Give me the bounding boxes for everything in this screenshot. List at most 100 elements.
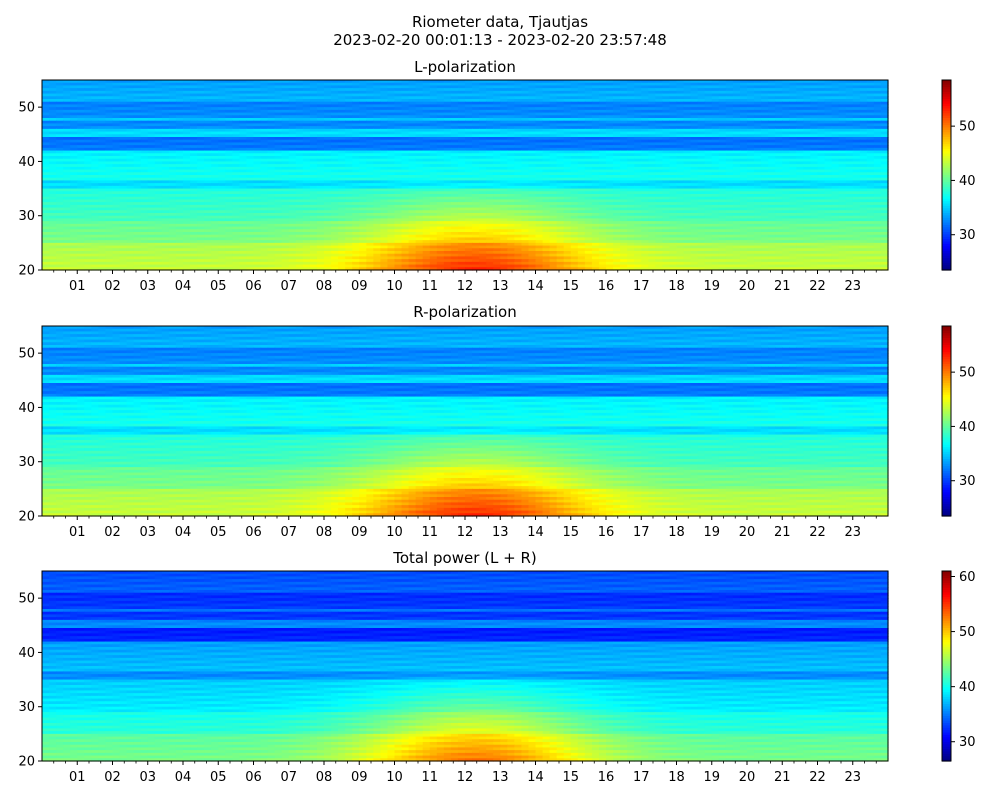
x-tick-label: 17 — [633, 525, 650, 540]
x-tick-label: 16 — [598, 279, 615, 294]
y-tick-label: 40 — [18, 155, 35, 170]
x-tick-label: 16 — [598, 770, 615, 785]
x-tick-label: 23 — [844, 279, 861, 294]
colorbar: 30 40 50 — [941, 79, 976, 271]
x-tick-label: 10 — [386, 279, 403, 294]
x-tick-label: 20 — [739, 279, 756, 294]
x-tick-label: 08 — [316, 770, 333, 785]
x-tick-label: 11 — [421, 770, 438, 785]
y-tick-label: 40 — [18, 401, 35, 416]
colorbar-tick-label: 60 — [959, 570, 976, 585]
x-tick-label: 14 — [527, 770, 544, 785]
x-tick-label: 02 — [104, 770, 121, 785]
x-tick-label: 13 — [492, 770, 509, 785]
figure-title: Riometer data, Tjautjas — [0, 13, 1000, 31]
x-tick-label: 01 — [69, 770, 86, 785]
y-tick-label: 30 — [18, 455, 35, 470]
x-tick-label: 12 — [457, 525, 474, 540]
x-tick-label: 07 — [280, 770, 297, 785]
panel-title: Total power (L + R) — [392, 549, 537, 567]
y-tick-label: 50 — [18, 101, 35, 116]
panel-1: L-polarization 20 30 40 50 01 02 03 04 05 06 07 08 09… — [18, 58, 975, 294]
x-tick-label: 20 — [739, 525, 756, 540]
x-tick-label: 21 — [774, 525, 791, 540]
x-tick-label: 22 — [809, 279, 826, 294]
x-tick-label: 21 — [774, 770, 791, 785]
colorbar-tick-label: 50 — [959, 120, 976, 135]
panel-title: R-polarization — [413, 303, 516, 321]
panel-title: L-polarization — [414, 58, 516, 76]
x-tick-label: 23 — [844, 770, 861, 785]
x-tick-label: 22 — [809, 770, 826, 785]
x-tick-label: 13 — [492, 525, 509, 540]
x-tick-label: 17 — [633, 770, 650, 785]
x-tick-label: 01 — [69, 279, 86, 294]
x-tick-label: 04 — [175, 525, 192, 540]
x-tick-label: 22 — [809, 525, 826, 540]
x-tick-label: 09 — [351, 770, 368, 785]
heatmap-image — [42, 80, 889, 271]
x-tick-label: 05 — [210, 525, 227, 540]
x-tick-label: 19 — [703, 525, 720, 540]
x-tick-label: 12 — [457, 279, 474, 294]
colorbar-tick-label: 40 — [959, 420, 976, 435]
x-tick-label: 17 — [633, 279, 650, 294]
x-tick-label: 15 — [562, 525, 579, 540]
panel-2: R-polarization 20 30 40 50 01 02 03 04 05 06 07 08 09… — [18, 303, 975, 540]
colorbar: 30 40 50 60 — [941, 570, 976, 762]
x-tick-label: 08 — [316, 279, 333, 294]
x-tick-label: 03 — [139, 279, 156, 294]
colorbar-tick-label: 50 — [959, 625, 976, 640]
x-tick-label: 02 — [104, 279, 121, 294]
x-tick-label: 03 — [139, 770, 156, 785]
heatmap-image — [42, 326, 889, 517]
x-tick-label: 19 — [703, 279, 720, 294]
x-tick-label: 18 — [668, 525, 685, 540]
colorbar-tick-label: 40 — [959, 680, 976, 695]
x-tick-label: 14 — [527, 279, 544, 294]
panel-3: Total power (L + R) 20 30 40 50 01 02 03 04 05 06 0… — [18, 549, 975, 785]
x-tick-label: 15 — [562, 279, 579, 294]
x-tick-label: 06 — [245, 279, 262, 294]
x-tick-label: 01 — [69, 525, 86, 540]
y-tick-label: 40 — [18, 646, 35, 661]
x-tick-label: 04 — [175, 279, 192, 294]
x-tick-label: 07 — [280, 525, 297, 540]
y-tick-label: 50 — [18, 592, 35, 607]
x-tick-label: 05 — [210, 279, 227, 294]
x-tick-label: 02 — [104, 525, 121, 540]
x-tick-label: 03 — [139, 525, 156, 540]
y-tick-label: 20 — [18, 264, 35, 279]
x-tick-label: 13 — [492, 279, 509, 294]
x-tick-label: 16 — [598, 525, 615, 540]
colorbar-tick-label: 30 — [959, 474, 976, 489]
colorbar-tick-label: 30 — [959, 735, 976, 750]
x-tick-label: 04 — [175, 770, 192, 785]
y-tick-label: 20 — [18, 755, 35, 770]
x-tick-label: 18 — [668, 279, 685, 294]
x-tick-label: 09 — [351, 279, 368, 294]
y-tick-label: 30 — [18, 209, 35, 224]
colorbar-tick-label: 50 — [959, 366, 976, 381]
x-tick-label: 09 — [351, 525, 368, 540]
x-tick-label: 11 — [421, 525, 438, 540]
y-tick-label: 30 — [18, 700, 35, 715]
x-tick-label: 11 — [421, 279, 438, 294]
figure-subtitle: 2023-02-20 00:01:13 - 2023-02-20 23:57:4… — [0, 31, 1000, 49]
x-tick-label: 19 — [703, 770, 720, 785]
x-tick-label: 21 — [774, 279, 791, 294]
x-tick-label: 07 — [280, 279, 297, 294]
colorbar-tick-label: 40 — [959, 174, 976, 189]
x-tick-label: 10 — [386, 525, 403, 540]
x-tick-label: 18 — [668, 770, 685, 785]
x-tick-label: 15 — [562, 770, 579, 785]
x-tick-label: 14 — [527, 525, 544, 540]
heatmap-image — [42, 571, 889, 762]
x-tick-label: 10 — [386, 770, 403, 785]
x-tick-label: 12 — [457, 770, 474, 785]
x-tick-label: 05 — [210, 770, 227, 785]
x-tick-label: 23 — [844, 525, 861, 540]
x-tick-label: 08 — [316, 525, 333, 540]
x-tick-label: 06 — [245, 525, 262, 540]
